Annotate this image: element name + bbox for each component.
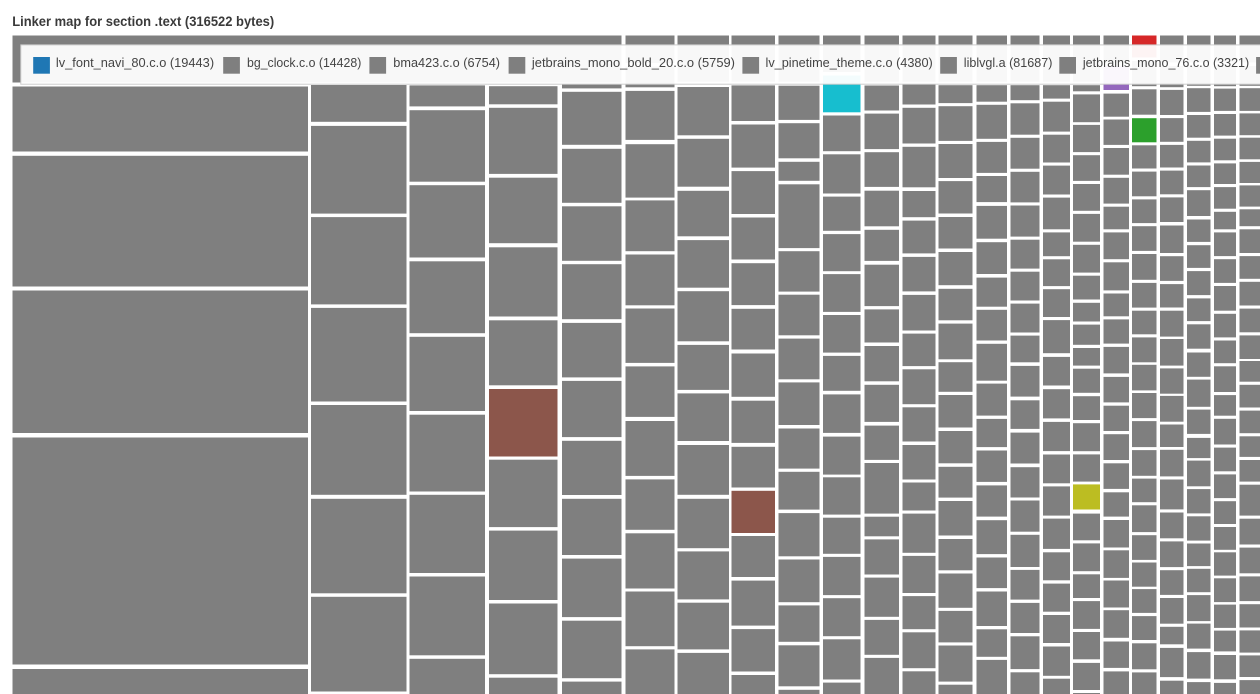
svg-text:lv_font_navi_80.c.o (19443): lv_font_navi_80.c.o (19443) <box>56 56 214 70</box>
svg-text:bma423.c.o (6754): bma423.c.o (6754) <box>393 56 500 70</box>
svg-text:jetbrains_mono_76.c.o (3321): jetbrains_mono_76.c.o (3321) <box>1082 56 1249 70</box>
svg-text:Linker map for section .text (: Linker map for section .text (316522 byt… <box>12 13 274 29</box>
svg-text:lv_pinetime_theme.c.o (4380): lv_pinetime_theme.c.o (4380) <box>766 56 933 70</box>
svg-text:bg_clock.c.o (14428): bg_clock.c.o (14428) <box>247 56 361 70</box>
svg-text:jetbrains_mono_bold_20.c.o (57: jetbrains_mono_bold_20.c.o (5759) <box>531 56 735 70</box>
svg-text:liblvgl.a (81687): liblvgl.a (81687) <box>964 56 1053 70</box>
